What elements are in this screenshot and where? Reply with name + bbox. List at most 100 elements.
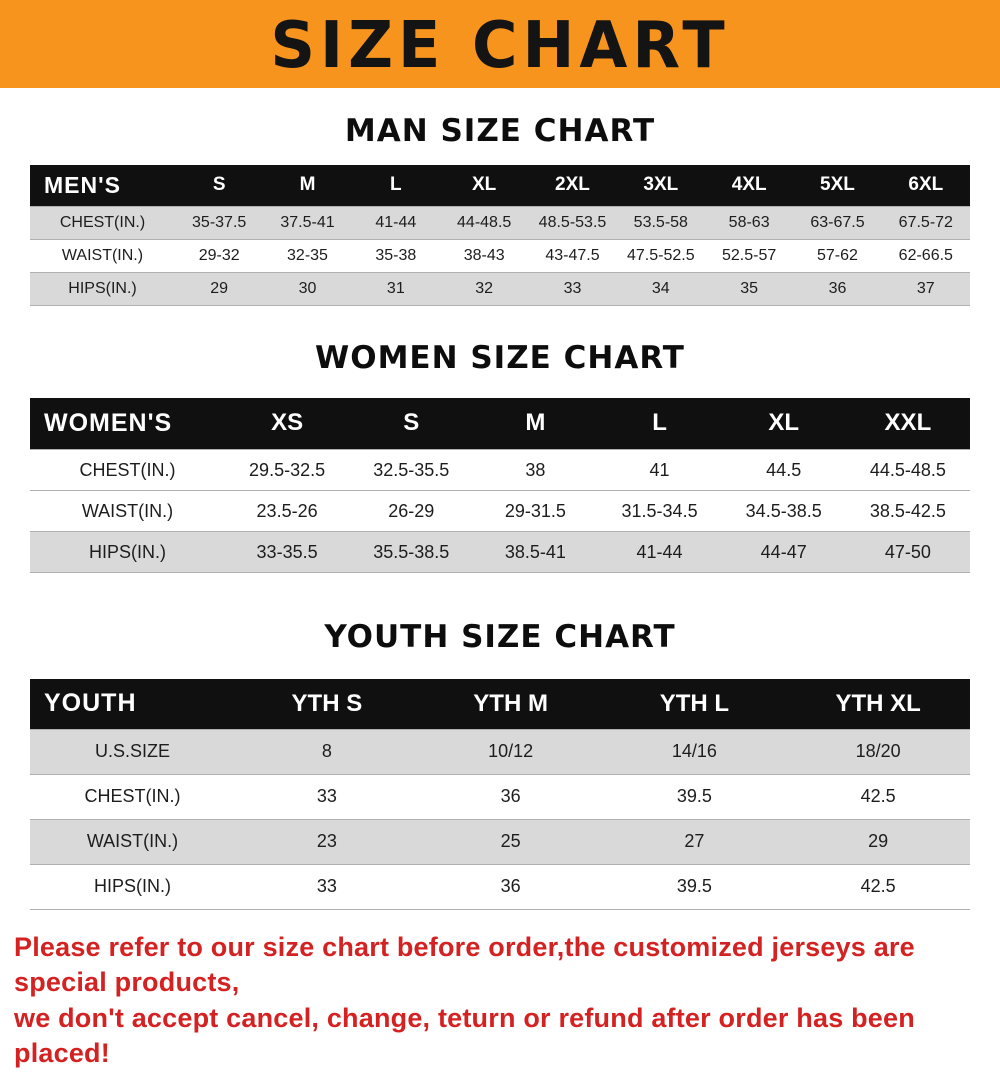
size-value: 33-35.5 (225, 532, 349, 573)
size-value: 23.5-26 (225, 491, 349, 532)
size-value: 44-48.5 (440, 206, 528, 239)
size-value: 47-50 (846, 532, 970, 573)
size-value: 38.5-41 (473, 532, 597, 573)
size-value: 63-67.5 (793, 206, 881, 239)
size-value: 33 (235, 774, 419, 819)
size-value: 52.5-57 (705, 239, 793, 272)
size-value: 57-62 (793, 239, 881, 272)
size-value: 25 (419, 819, 603, 864)
size-value: 14/16 (603, 729, 787, 774)
size-value: 29 (175, 272, 263, 305)
column-header: M (263, 165, 351, 206)
size-value: 36 (419, 774, 603, 819)
size-value: 62-66.5 (882, 239, 970, 272)
column-header: YTH S (235, 679, 419, 729)
row-label: HIPS(IN.) (30, 272, 175, 305)
row-label: WAIST(IN.) (30, 819, 235, 864)
column-header: YTH XL (786, 679, 970, 729)
size-value: 41 (597, 450, 721, 491)
size-value: 35-37.5 (175, 206, 263, 239)
column-header: XS (225, 398, 349, 450)
size-value: 23 (235, 819, 419, 864)
row-label: HIPS(IN.) (30, 864, 235, 909)
size-value: 29.5-32.5 (225, 450, 349, 491)
column-header: XL (722, 398, 846, 450)
section-heading: MAN SIZE CHART (0, 113, 1000, 149)
size-value: 47.5-52.5 (617, 239, 705, 272)
column-header: XXL (846, 398, 970, 450)
column-header: 2XL (528, 165, 616, 206)
disclaimer-line-2: we don't accept cancel, change, teturn o… (14, 1001, 986, 1072)
size-value: 53.5-58 (617, 206, 705, 239)
size-chart-banner: SIZE CHART (0, 0, 1000, 88)
size-value: 31.5-34.5 (597, 491, 721, 532)
size-value: 31 (352, 272, 440, 305)
column-header: 5XL (793, 165, 881, 206)
page-title: SIZE CHART (270, 6, 729, 82)
table-title-cell: MEN'S (30, 165, 175, 206)
column-header: 4XL (705, 165, 793, 206)
column-header: M (473, 398, 597, 450)
size-value: 38-43 (440, 239, 528, 272)
size-value: 39.5 (603, 864, 787, 909)
section-heading: WOMEN SIZE CHART (0, 340, 1000, 376)
size-value: 35 (705, 272, 793, 305)
size-value: 37 (882, 272, 970, 305)
size-value: 32 (440, 272, 528, 305)
size-value: 29-32 (175, 239, 263, 272)
column-header: XL (440, 165, 528, 206)
size-value: 8 (235, 729, 419, 774)
size-value: 32.5-35.5 (349, 450, 473, 491)
column-header: L (597, 398, 721, 450)
column-header: YTH L (603, 679, 787, 729)
size-value: 30 (263, 272, 351, 305)
size-value: 38.5-42.5 (846, 491, 970, 532)
size-value: 34 (617, 272, 705, 305)
size-value: 10/12 (419, 729, 603, 774)
row-label: WAIST(IN.) (30, 491, 225, 532)
size-value: 38 (473, 450, 597, 491)
table-title-cell: YOUTH (30, 679, 235, 729)
column-header: L (352, 165, 440, 206)
size-value: 43-47.5 (528, 239, 616, 272)
size-value: 33 (235, 864, 419, 909)
size-value: 44.5 (722, 450, 846, 491)
size-value: 42.5 (786, 864, 970, 909)
size-value: 67.5-72 (882, 206, 970, 239)
table-title-cell: WOMEN'S (30, 398, 225, 450)
size-value: 42.5 (786, 774, 970, 819)
size-value: 37.5-41 (263, 206, 351, 239)
row-label: CHEST(IN.) (30, 206, 175, 239)
size-value: 44-47 (722, 532, 846, 573)
size-value: 39.5 (603, 774, 787, 819)
size-value: 44.5-48.5 (846, 450, 970, 491)
size-value: 41-44 (597, 532, 721, 573)
column-header: YTH M (419, 679, 603, 729)
size-value: 18/20 (786, 729, 970, 774)
size-value: 29 (786, 819, 970, 864)
size-value: 35-38 (352, 239, 440, 272)
column-header: S (175, 165, 263, 206)
disclaimer-line-1: Please refer to our size chart before or… (14, 930, 986, 1001)
size-value: 27 (603, 819, 787, 864)
row-label: HIPS(IN.) (30, 532, 225, 573)
size-value: 41-44 (352, 206, 440, 239)
